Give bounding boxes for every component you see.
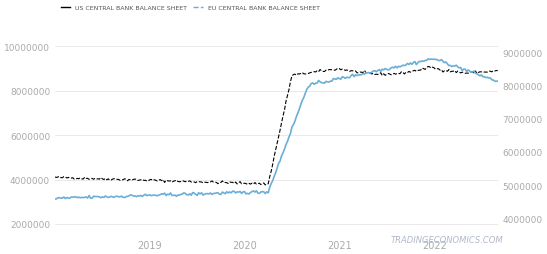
Text: TRADINGECONOMICS.COM: TRADINGECONOMICS.COM: [391, 235, 503, 244]
Legend: US CENTRAL BANK BALANCE SHEET, EU CENTRAL BANK BALANCE SHEET: US CENTRAL BANK BALANCE SHEET, EU CENTRA…: [58, 4, 322, 14]
